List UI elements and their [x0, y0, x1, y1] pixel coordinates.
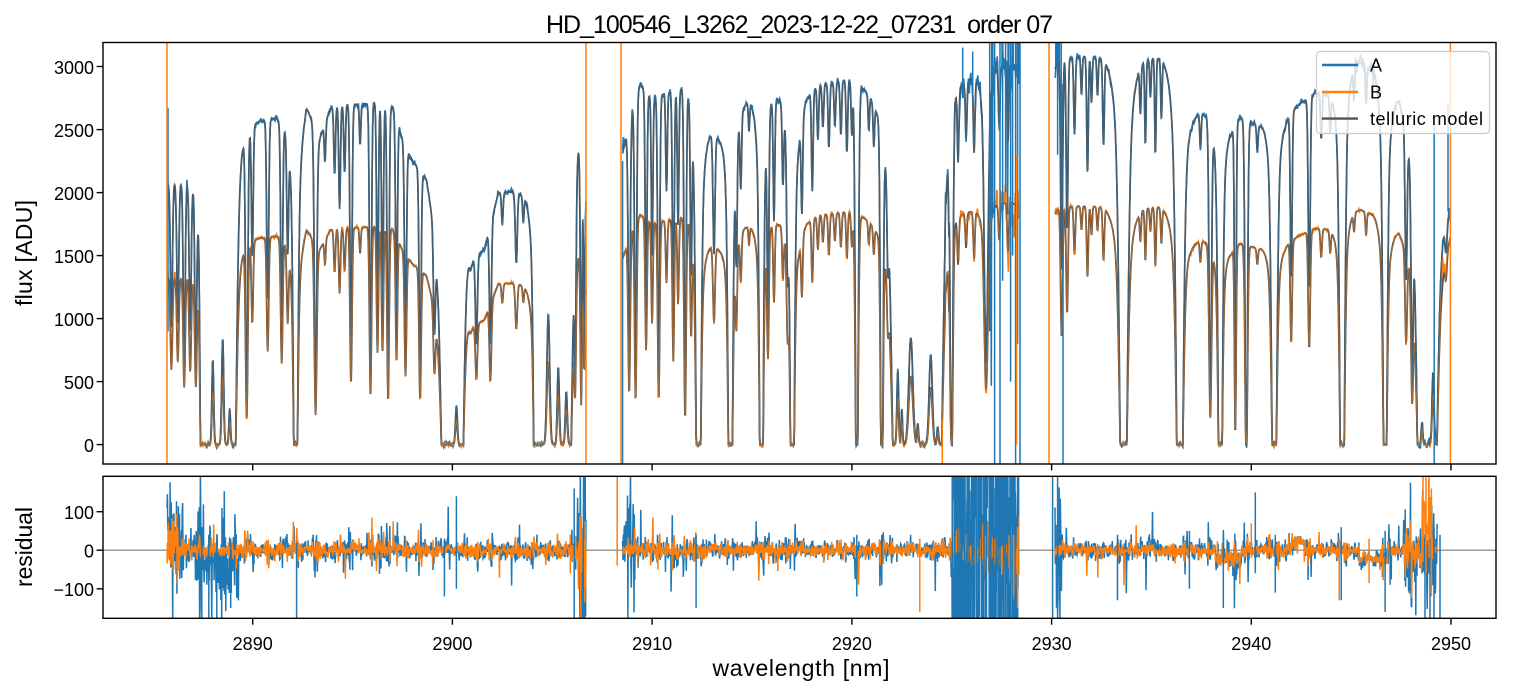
- svg-text:0: 0: [84, 542, 94, 562]
- svg-text:2940: 2940: [1231, 634, 1271, 654]
- svg-text:2890: 2890: [233, 634, 273, 654]
- svg-text:2950: 2950: [1431, 634, 1471, 654]
- svg-text:2930: 2930: [1032, 634, 1072, 654]
- svg-text:1500: 1500: [54, 247, 94, 267]
- svg-text:100: 100: [64, 503, 94, 523]
- svg-text:residual: residual: [11, 507, 37, 587]
- svg-text:flux [ADU]: flux [ADU]: [11, 200, 37, 306]
- svg-text:0: 0: [84, 436, 94, 456]
- svg-text:−100: −100: [53, 580, 94, 600]
- svg-text:1000: 1000: [54, 310, 94, 330]
- svg-text:2910: 2910: [632, 634, 672, 654]
- svg-text:500: 500: [64, 373, 94, 393]
- svg-text:3000: 3000: [54, 58, 94, 78]
- svg-text:2500: 2500: [54, 121, 94, 141]
- svg-text:wavelength [nm]: wavelength [nm]: [712, 655, 890, 681]
- svg-text:telluric model: telluric model: [1370, 109, 1483, 129]
- svg-text:2900: 2900: [432, 634, 472, 654]
- svg-text:2920: 2920: [832, 634, 872, 654]
- svg-text:HD_100546_L3262_2023-12-22_072: HD_100546_L3262_2023-12-22_07231 order 0…: [546, 11, 1053, 39]
- svg-text:2000: 2000: [54, 184, 94, 204]
- svg-text:B: B: [1370, 82, 1382, 102]
- svg-text:A: A: [1370, 55, 1382, 75]
